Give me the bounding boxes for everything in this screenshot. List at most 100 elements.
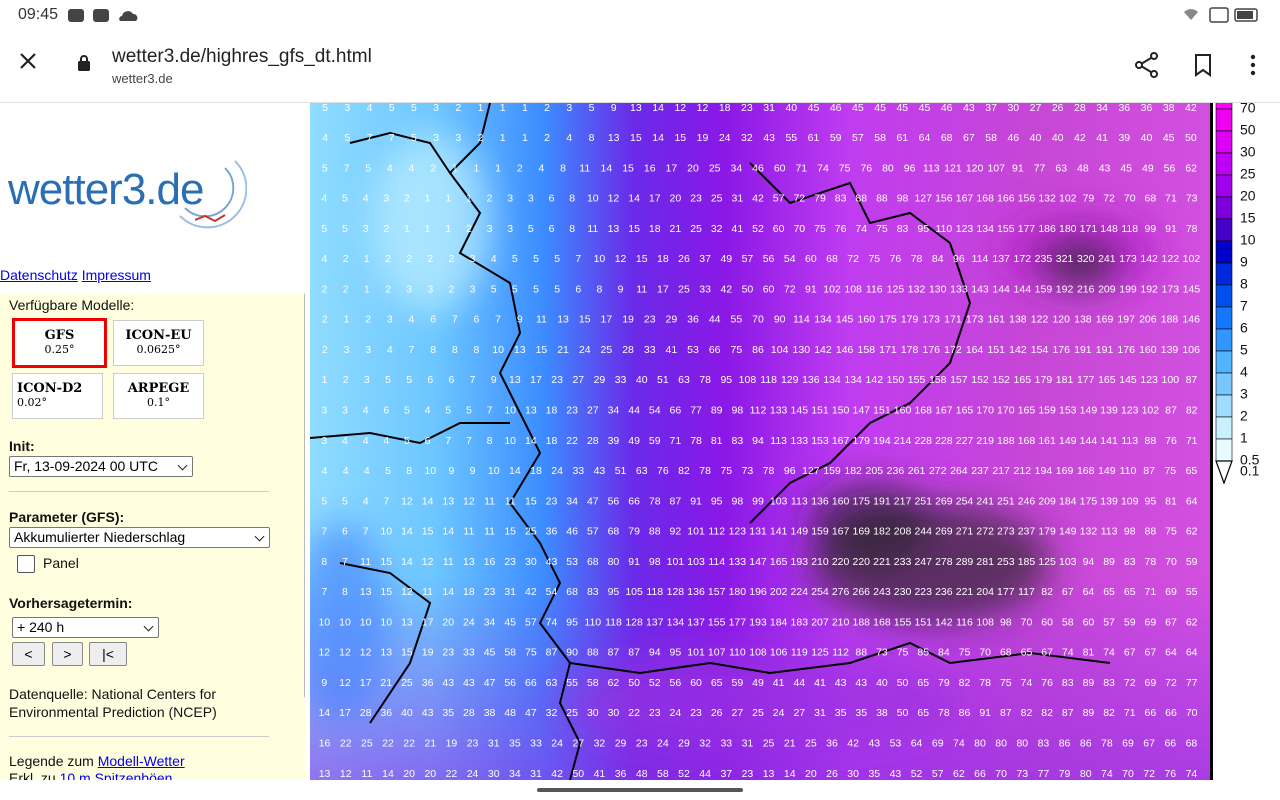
model-button[interactable]: ICON-EU 0.0625° [113, 320, 204, 366]
models-label: Verfügbare Modelle: [9, 297, 135, 313]
grid-value: 21 [380, 677, 392, 689]
grid-value: 112 [832, 647, 849, 659]
grid-value: 13 [463, 556, 475, 568]
grid-value: 85 [917, 647, 929, 659]
legend-label: 2 [1240, 408, 1248, 424]
grid-value: 1 [344, 314, 350, 326]
logo[interactable]: wetter3.de [8, 165, 204, 214]
grid-value: 1 [466, 193, 472, 205]
next-button[interactable]: > [52, 642, 83, 666]
grid-value: 12 [674, 103, 686, 114]
grid-value: 57 [587, 526, 599, 538]
gust-text: Erkl. zu [9, 770, 56, 780]
grid-value: 17 [657, 283, 669, 295]
grid-value: 33 [572, 465, 584, 477]
grid-value: 72 [793, 193, 805, 205]
grid-value: 26 [711, 707, 723, 719]
grid-value: 13 [319, 768, 331, 780]
grid-value: 2 [343, 374, 349, 386]
grid-value: 149 [791, 526, 809, 538]
grid-value: 4 [321, 193, 327, 205]
divider [9, 736, 269, 737]
grid-value: 74 [1021, 677, 1033, 689]
init-select[interactable]: Fr, 13-09-2024 00 UTC [9, 456, 193, 477]
panel-checkbox[interactable] [17, 555, 35, 573]
home-indicator[interactable] [537, 788, 743, 792]
grid-value: 38 [484, 707, 496, 719]
grid-value: 87 [1165, 405, 1177, 417]
model-button[interactable]: ICON-D2 0.02° [12, 373, 103, 419]
grid-value: 14 [401, 556, 413, 568]
grid-value: 14 [401, 526, 413, 538]
grid-value: 8 [487, 435, 493, 447]
legend-swatch [1215, 174, 1233, 198]
privacy-link[interactable]: Datenschutz [0, 267, 78, 283]
grid-value: 71 [1145, 586, 1157, 598]
grid-value: 50 [572, 768, 584, 780]
grid-value: 169 [1096, 314, 1114, 326]
grid-value: 105 [625, 586, 643, 598]
grid-value: 31 [763, 103, 775, 114]
grid-value: 8 [474, 344, 480, 356]
grid-value: 10 [339, 616, 351, 628]
grid-value: 19 [422, 647, 434, 659]
grid-value: 188 [852, 616, 870, 628]
grid-value: 175 [879, 314, 897, 326]
grid-value: 89 [1103, 556, 1115, 568]
grid-value: 35 [442, 707, 454, 719]
grid-value: 165 [1014, 374, 1032, 386]
grid-value: 52 [752, 223, 764, 235]
grid-value: 227 [956, 435, 974, 447]
grid-value: 114 [708, 556, 725, 568]
grid-value: 83 [732, 435, 744, 447]
grid-value: 173 [1162, 283, 1180, 295]
browser-actions[interactable] [1135, 52, 1265, 78]
grid-value: 219 [976, 435, 994, 447]
grid-value: 82 [1041, 586, 1053, 598]
grid-value: 68 [587, 556, 599, 568]
grid-value: 11 [587, 223, 598, 235]
grid-value: 173 [1119, 253, 1137, 265]
model-button[interactable]: GFS 0.25° [12, 318, 107, 368]
grid-value: 221 [956, 586, 974, 598]
legend-swatch [1215, 130, 1233, 154]
url[interactable]: wetter3.de/highres_gfs_dt.html [112, 46, 372, 67]
grid-value: 5 [385, 374, 391, 386]
grid-value: 68 [826, 253, 838, 265]
model-button[interactable]: ARPEGE 0.1° [113, 373, 204, 419]
grid-value: 83 [897, 223, 909, 235]
grid-value: 5 [342, 495, 348, 507]
grid-value: 113 [1121, 435, 1138, 447]
grid-value: 57 [932, 768, 944, 780]
grid-value: 62 [1186, 526, 1198, 538]
legend-swatch [1215, 196, 1233, 220]
grid-value: 80 [882, 162, 894, 174]
grid-value: 78 [1186, 223, 1198, 235]
grid-value: 11 [484, 526, 495, 538]
grid-value: 123 [956, 223, 974, 235]
parameter-select[interactable]: Akkumulierter Niederschlag [9, 527, 270, 548]
scrollbar[interactable] [304, 293, 305, 698]
grid-value: 9 [491, 374, 497, 386]
grid-value: 98 [649, 556, 661, 568]
grid-value: 43 [442, 677, 454, 689]
legend-link[interactable]: Modell-Wetter [97, 753, 185, 769]
imprint-link[interactable]: Impressum [81, 267, 151, 283]
first-button[interactable]: |< [89, 642, 127, 666]
grid-value: 77 [1034, 162, 1046, 174]
grid-value: 19 [697, 132, 709, 144]
grid-value: 57 [852, 132, 864, 144]
close-button[interactable] [18, 51, 38, 71]
grid-value: 14 [525, 435, 537, 447]
grid-value: 132 [908, 283, 926, 295]
grid-value: 91 [805, 283, 817, 295]
grid-value: 66 [709, 344, 721, 356]
grid-value: 52 [678, 768, 690, 780]
grid-value: 168 [1018, 435, 1036, 447]
gust-link[interactable]: 10 m Spitzenböen [59, 770, 173, 780]
grid-value: 160 [858, 314, 876, 326]
forecast-select[interactable]: + 240 h [12, 617, 159, 638]
prev-button[interactable]: < [12, 642, 45, 666]
grid-value: 20 [805, 768, 817, 780]
grid-value: 102 [1183, 253, 1201, 265]
